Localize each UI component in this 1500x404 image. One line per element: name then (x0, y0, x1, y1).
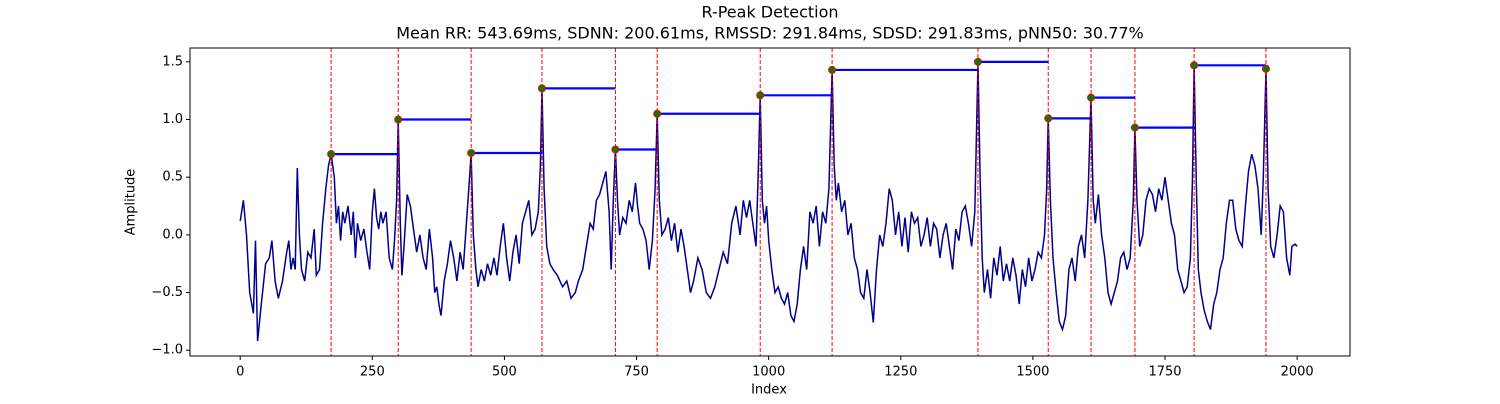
peak-point (611, 145, 620, 154)
peak-point (1044, 114, 1053, 123)
x-tick-label: 500 (492, 365, 517, 380)
peak-point (756, 91, 765, 100)
y-tick-label: 1.0 (162, 112, 183, 127)
peak-point (1261, 64, 1270, 73)
peak-point (394, 115, 403, 124)
y-tick-label: −1.0 (151, 343, 183, 358)
signal-line (239, 61, 1298, 342)
x-tick-label: 750 (624, 365, 649, 380)
peak-point (653, 109, 662, 118)
peak-point (537, 84, 546, 93)
y-tick-label: 0.0 (162, 227, 183, 242)
plot-frame (189, 47, 1351, 357)
x-tick-label: 250 (360, 365, 385, 380)
peak-point (1087, 93, 1096, 102)
peak-point (1130, 123, 1139, 132)
x-tick-label: 1500 (1016, 365, 1049, 380)
peak-point (828, 65, 837, 74)
x-tick-label: 1250 (884, 365, 917, 380)
y-tick-label: 0.5 (162, 170, 183, 185)
peak-point (973, 57, 982, 66)
x-tick-label: 0 (236, 365, 244, 380)
chart-subtitle: Mean RR: 543.69ms, SDNN: 200.61ms, RMSSD… (396, 24, 1144, 43)
y-tick-label: 1.5 (162, 54, 183, 69)
peak-point (327, 150, 336, 159)
x-tick-label: 1000 (752, 365, 785, 380)
x-axis-label: Index (751, 383, 787, 398)
x-tick-label: 2000 (1281, 365, 1314, 380)
peak-point (1190, 61, 1199, 70)
y-axis-label: Amplitude (124, 169, 139, 236)
x-tick-label: 1750 (1148, 365, 1181, 380)
y-tick-label: −0.5 (151, 285, 183, 300)
peak-point (467, 148, 476, 157)
chart-title: R-Peak Detection (701, 3, 838, 22)
